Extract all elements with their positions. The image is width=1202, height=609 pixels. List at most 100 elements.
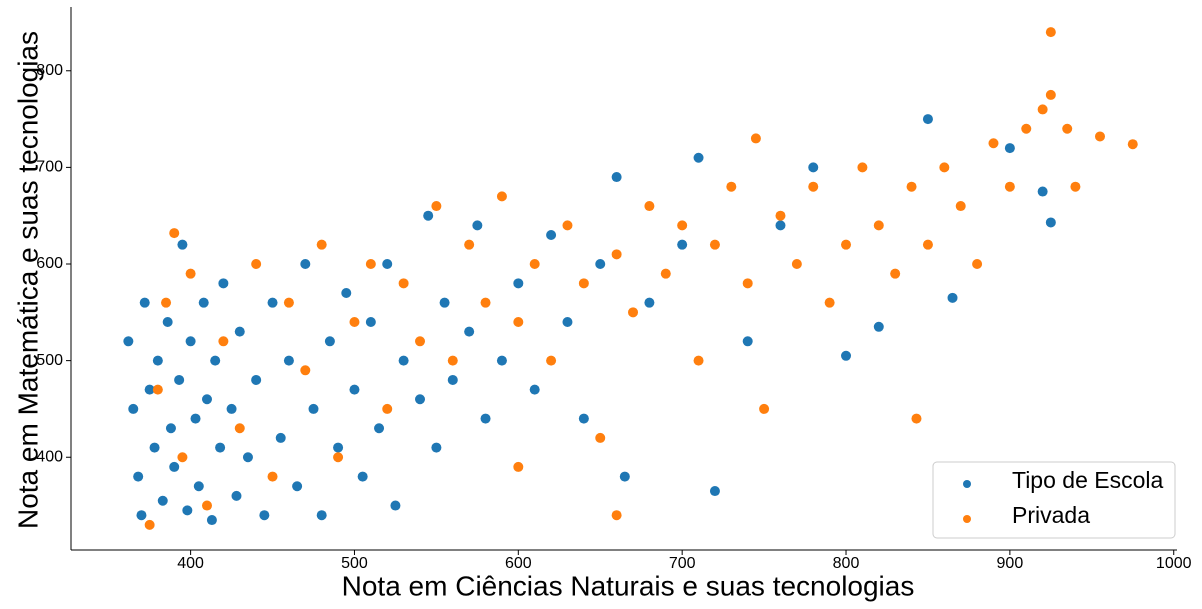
point (578, 413, 589, 424)
point (922, 114, 933, 125)
point (333, 442, 344, 453)
point (562, 220, 573, 231)
point (415, 336, 426, 347)
point (562, 316, 573, 327)
point (693, 152, 704, 163)
point (169, 228, 180, 239)
point (349, 316, 360, 327)
point (161, 297, 172, 308)
point (251, 259, 262, 270)
point (1070, 181, 1081, 192)
point (149, 442, 160, 453)
point (775, 220, 786, 231)
point (447, 355, 458, 366)
point (911, 413, 922, 424)
point (1045, 27, 1056, 38)
point (162, 316, 173, 327)
point (644, 297, 655, 308)
point (808, 181, 819, 192)
point (234, 326, 245, 337)
point (611, 172, 622, 183)
point (742, 278, 753, 289)
point (1037, 186, 1048, 197)
point (742, 336, 753, 347)
point (922, 239, 933, 250)
point (464, 239, 475, 250)
point (398, 278, 409, 289)
point (619, 471, 630, 482)
legend-label: Tipo de Escola (1012, 467, 1163, 493)
point (165, 423, 176, 434)
x-tick-label: 600 (505, 555, 532, 572)
point (218, 278, 229, 289)
point (283, 355, 294, 366)
point (808, 162, 819, 173)
point (873, 321, 884, 332)
point (496, 191, 507, 202)
point (316, 239, 327, 250)
point (169, 461, 180, 472)
point (1127, 139, 1138, 150)
legend-marker (963, 480, 971, 488)
point (275, 432, 286, 443)
point (308, 403, 319, 414)
point (1062, 123, 1073, 134)
point (267, 297, 278, 308)
point (139, 297, 150, 308)
point (496, 355, 507, 366)
point (136, 510, 147, 521)
point (529, 259, 540, 270)
point (415, 394, 426, 405)
point (316, 510, 327, 521)
point (152, 355, 163, 366)
point (292, 481, 303, 492)
point (955, 201, 966, 212)
point (1021, 123, 1032, 134)
point (439, 297, 450, 308)
point (333, 452, 344, 463)
point (529, 384, 540, 395)
point (480, 413, 491, 424)
point (1004, 143, 1015, 154)
point (775, 210, 786, 221)
point (906, 181, 917, 192)
point (382, 403, 393, 414)
point (185, 336, 196, 347)
point (190, 413, 201, 424)
point (300, 259, 311, 270)
point (365, 259, 376, 270)
point (841, 350, 852, 361)
point (231, 490, 242, 501)
point (201, 394, 212, 405)
point (1094, 131, 1105, 142)
point (841, 239, 852, 250)
point (824, 297, 835, 308)
point (472, 220, 483, 231)
point (152, 384, 163, 395)
point (283, 297, 294, 308)
x-axis-label: Nota em Ciências Naturais e suas tecnolo… (342, 570, 915, 601)
point (174, 374, 185, 385)
point (382, 259, 393, 270)
point (677, 239, 688, 250)
point (374, 423, 385, 434)
point (513, 316, 524, 327)
point (198, 297, 209, 308)
point (791, 259, 802, 270)
y-tick-label: 800 (36, 62, 63, 79)
x-tick-label: 900 (997, 555, 1024, 572)
point (251, 374, 262, 385)
legend (932, 461, 1176, 539)
point (365, 316, 376, 327)
x-tick-label: 800 (833, 555, 860, 572)
point (447, 374, 458, 385)
point (988, 138, 999, 149)
y-tick-label: 500 (36, 352, 63, 369)
point (1045, 217, 1056, 228)
point (226, 403, 237, 414)
point (206, 515, 217, 526)
point (628, 307, 639, 318)
point (324, 336, 335, 347)
x-tick-label: 400 (177, 555, 204, 572)
point (242, 452, 253, 463)
